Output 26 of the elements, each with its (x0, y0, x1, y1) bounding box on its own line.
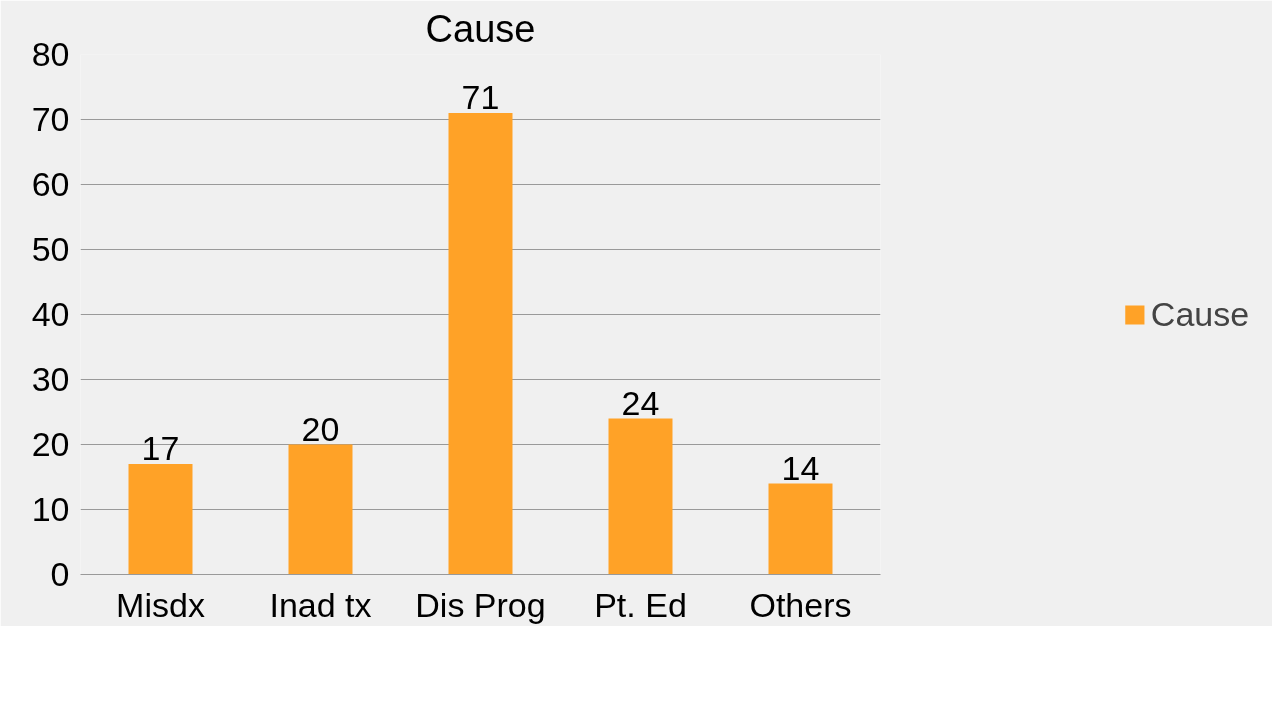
bar (288, 444, 353, 575)
y-tick-label: 30 (31, 360, 70, 398)
y-tick-label: 10 (31, 490, 70, 528)
data-label: 17 (141, 429, 180, 467)
bar (448, 113, 513, 575)
y-tick-label: 80 (31, 35, 70, 73)
data-label: 14 (781, 448, 820, 487)
y-tick-label: 50 (31, 230, 70, 268)
y-tick-label: 70 (31, 100, 70, 138)
legend-label: Cause (1150, 294, 1250, 334)
x-tick-label: Inad tx (269, 585, 372, 624)
x-tick-label: Pt. Ed (594, 585, 687, 624)
x-tick-label: Dis Prog (415, 585, 546, 624)
bar (128, 464, 193, 575)
data-label: 71 (461, 78, 500, 116)
data-label: 20 (301, 409, 340, 448)
y-tick-label: 40 (31, 295, 70, 333)
x-tick-label: Others (749, 585, 852, 624)
bar (768, 483, 833, 575)
y-tick-label: 60 (31, 165, 70, 203)
data-label: 24 (621, 383, 660, 422)
bar (608, 418, 673, 575)
x-tick-label: Misdx (116, 585, 205, 624)
y-tick-label: 20 (31, 425, 70, 463)
y-tick-label: 0 (50, 555, 70, 593)
chart-title: Cause (425, 7, 536, 50)
